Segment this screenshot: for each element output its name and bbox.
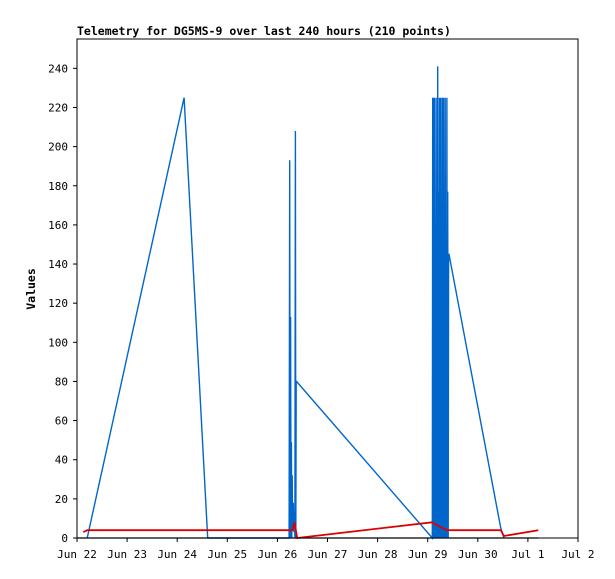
x-tick-label: Jun 30: [458, 548, 498, 561]
y-tick-label: 220: [48, 101, 68, 114]
y-tick-label: 140: [48, 258, 68, 271]
y-tick-label: 40: [55, 454, 68, 467]
series-line-2: [82, 521, 539, 539]
series-layer: [77, 66, 539, 540]
x-tick-label: Jun 28: [358, 548, 398, 561]
x-tick-label: Jun 24: [157, 548, 197, 561]
y-tick-label: 180: [48, 180, 68, 193]
y-tick-label: 20: [55, 493, 68, 506]
y-tick-label: 200: [48, 141, 68, 154]
y-tick-label: 60: [55, 415, 68, 428]
x-tick-label: Jun 25: [207, 548, 247, 561]
chart-title: Telemetry for DG5MS-9 over last 240 hour…: [77, 24, 451, 38]
y-tick-label: 100: [48, 336, 68, 349]
y-tick-label: 80: [55, 375, 68, 388]
x-tick-label: Jun 23: [107, 548, 147, 561]
y-tick-label: 160: [48, 219, 68, 232]
x-tick-label: Jun 22: [57, 548, 97, 561]
x-tick-label: Jul 2: [561, 548, 594, 561]
x-tick-label: Jun 27: [308, 548, 348, 561]
x-tick-label: Jul 1: [511, 548, 544, 561]
y-axis-label: Values: [24, 268, 38, 310]
x-tick-label: Jun 29: [408, 548, 448, 561]
plot-frame: [76, 38, 579, 539]
y-tick-label: 120: [48, 297, 68, 310]
y-tick-label: 240: [48, 62, 68, 75]
x-tick-label: Jun 26: [258, 548, 298, 561]
axis-layer: 0 20 40 60 80 100 120 140 160 180 200 220 240 Jun 22 J…: [48, 38, 595, 561]
y-tick-label: 0: [61, 532, 68, 545]
series-line-1: [86, 66, 505, 540]
